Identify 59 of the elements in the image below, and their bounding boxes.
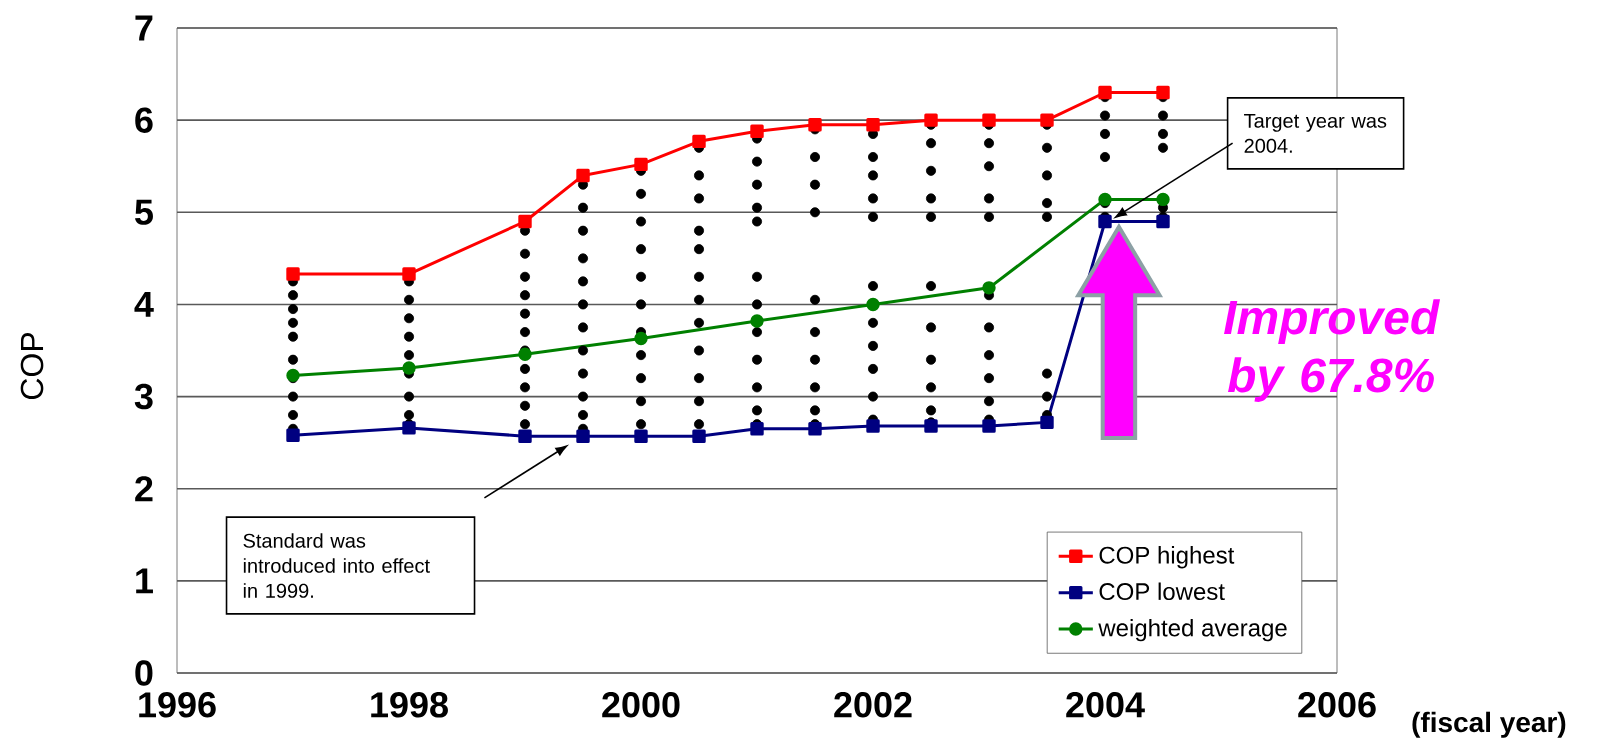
point	[518, 214, 532, 229]
point	[982, 281, 996, 295]
legend-label: COP highest	[1099, 546, 1235, 569]
legend-label: weighted average	[1098, 618, 1287, 642]
point	[750, 314, 764, 328]
point	[1156, 192, 1170, 207]
point	[402, 421, 416, 435]
point	[982, 419, 996, 433]
y-tick-label: 0	[135, 660, 153, 686]
x-tick-label: 1998	[371, 692, 448, 718]
point	[1156, 214, 1170, 229]
point	[518, 429, 532, 443]
point	[1040, 113, 1054, 127]
point	[286, 428, 300, 442]
point	[1156, 85, 1170, 100]
annotation: Standard was introduced into effect in 1999.	[243, 533, 430, 598]
point	[286, 267, 300, 281]
point	[750, 422, 764, 436]
y-tick-label: 6	[135, 107, 153, 133]
point	[576, 168, 590, 183]
point	[286, 368, 300, 383]
annotation: Improved by 67.8%	[1224, 299, 1441, 402]
point	[1098, 85, 1112, 100]
point	[402, 267, 416, 281]
point	[634, 157, 648, 172]
y-tick-label: 5	[135, 199, 153, 225]
y-tick-label: 3	[134, 383, 153, 410]
x-tick-label: 2006	[1298, 692, 1376, 718]
annotation: Target year was 2004.	[1244, 113, 1387, 153]
y-tick-label: 1	[136, 568, 153, 594]
point	[634, 331, 648, 346]
point	[924, 419, 938, 433]
point	[1040, 415, 1054, 430]
x-tick-label: 2004	[1066, 692, 1145, 718]
point	[692, 429, 706, 443]
point	[692, 134, 706, 149]
point	[634, 429, 648, 443]
point	[924, 113, 938, 127]
x-tick-label: 1996	[139, 692, 216, 718]
point	[402, 361, 416, 375]
point	[576, 429, 590, 443]
x-tick-label: 2000	[602, 692, 680, 718]
point	[808, 422, 822, 436]
y-tick-label: 4	[134, 292, 154, 317]
y-tick-label: 7	[135, 15, 153, 41]
point	[518, 347, 532, 361]
point	[866, 419, 880, 433]
x-axis-title: (fiscal year)	[1412, 711, 1566, 738]
point	[808, 118, 822, 132]
x-tick-label: 2002	[834, 692, 912, 718]
point	[1098, 192, 1112, 207]
point	[1098, 214, 1112, 229]
point	[982, 113, 996, 127]
point	[866, 118, 880, 132]
point	[866, 297, 880, 312]
y-tick-label: 2	[135, 476, 153, 502]
y-axis-title: COP	[20, 333, 44, 400]
legend-label: COP lowest	[1099, 582, 1225, 601]
point	[750, 124, 764, 138]
